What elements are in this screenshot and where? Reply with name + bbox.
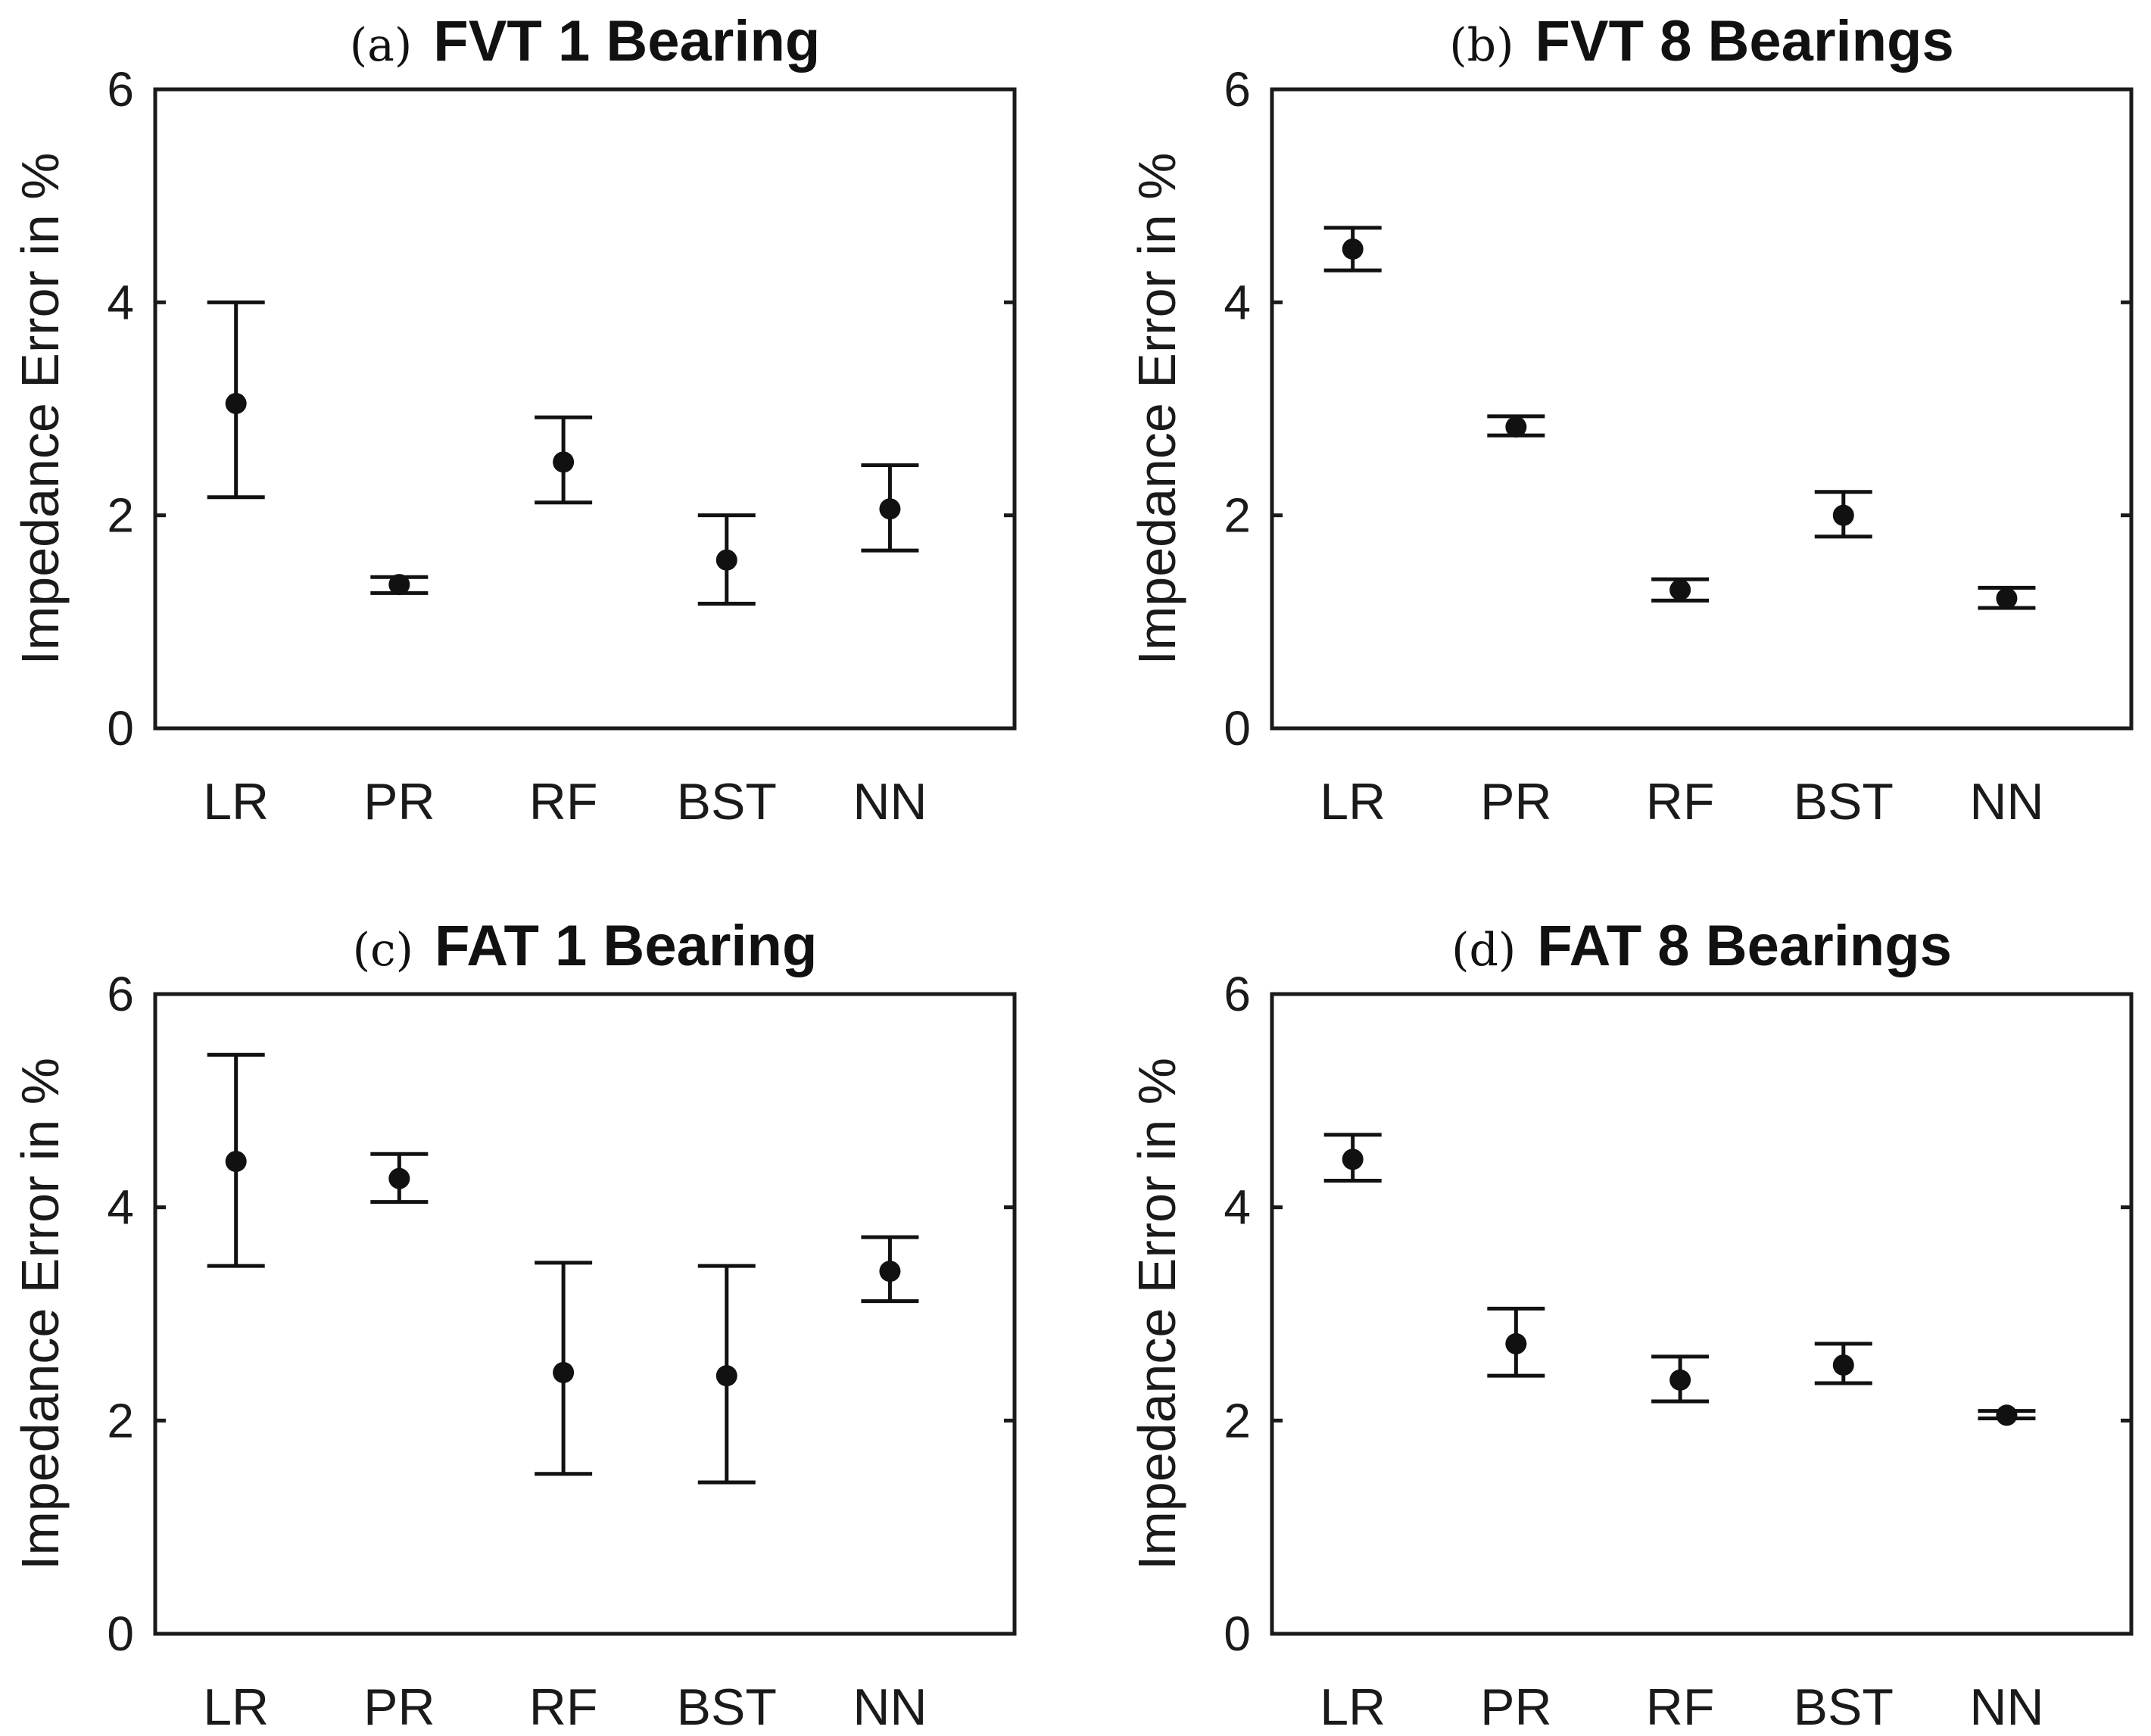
x-tick-label: PR bbox=[363, 773, 435, 831]
data-point bbox=[715, 1365, 737, 1387]
x-tick-label: NN bbox=[1969, 1678, 2043, 1736]
data-point bbox=[553, 451, 575, 473]
panel-title: (c) FAT 1 Bearing bbox=[353, 914, 818, 978]
plot-frame bbox=[1270, 992, 2134, 1636]
y-axis-label: Impedance Error in % bbox=[11, 153, 70, 665]
y-tick-label: 6 bbox=[1224, 62, 1251, 117]
plot-frame bbox=[153, 992, 1017, 1636]
x-tick-label: NN bbox=[853, 773, 927, 831]
y-tick-label: 2 bbox=[1224, 1393, 1251, 1448]
y-axis-label: Impedance Error in % bbox=[1127, 153, 1186, 665]
y-tick-label: 2 bbox=[107, 488, 134, 543]
y-axis-label: Impedance Error in % bbox=[11, 1058, 70, 1570]
x-tick-label: NN bbox=[853, 1678, 927, 1736]
data-point bbox=[1342, 1149, 1364, 1170]
y-tick-label: 2 bbox=[107, 1393, 134, 1448]
data-point bbox=[1505, 416, 1527, 438]
x-tick-label: BST bbox=[677, 1678, 777, 1736]
data-point bbox=[715, 549, 737, 571]
panel-b: 0 2 4 6 Impedance Error in % (b) FVT 8 Bearing… bbox=[1127, 9, 2134, 831]
data-point bbox=[1505, 1332, 1527, 1354]
x-tick-label: NN bbox=[1969, 773, 2043, 831]
panel-c: 0 2 4 6 Impedance Error in % (c) FAT 1 Bearing… bbox=[11, 914, 1017, 1736]
x-tick-label: LR bbox=[203, 1678, 269, 1736]
y-tick-label: 0 bbox=[107, 1607, 134, 1661]
panel-title: (a) FVT 1 Bearing bbox=[350, 9, 821, 73]
data-point bbox=[225, 1151, 247, 1173]
y-tick-label: 6 bbox=[107, 62, 134, 117]
x-tick-label: PR bbox=[363, 1678, 435, 1736]
plot-frame bbox=[1270, 87, 2134, 731]
panel-title-text: FVT 8 Bearings bbox=[1535, 9, 1953, 73]
data-point bbox=[1996, 1404, 2018, 1426]
x-tick-label: BST bbox=[677, 773, 777, 831]
panel-title-text: FAT 8 Bearings bbox=[1537, 914, 1952, 978]
x-tick-label: BST bbox=[1794, 1678, 1894, 1736]
y-tick-label: 2 bbox=[1224, 488, 1251, 543]
panel-title-text: FAT 1 Bearing bbox=[435, 914, 817, 978]
x-tick-label: PR bbox=[1480, 1678, 1551, 1736]
data-point bbox=[879, 1261, 901, 1283]
x-tick-label: RF bbox=[529, 773, 598, 831]
panel-d: 0 2 4 6 Impedance Error in % (d) FAT 8 Bearing… bbox=[1127, 914, 2134, 1736]
data-point bbox=[1996, 587, 2018, 609]
data-point bbox=[1832, 504, 1854, 526]
y-tick-label: 6 bbox=[1224, 967, 1251, 1021]
y-tick-label: 4 bbox=[1224, 275, 1251, 329]
data-point bbox=[225, 392, 247, 414]
x-tick-label: LR bbox=[1320, 1678, 1386, 1736]
data-point bbox=[1342, 238, 1364, 260]
panel-label: (a) bbox=[350, 19, 413, 72]
y-tick-label: 0 bbox=[107, 701, 134, 756]
plot-frame bbox=[153, 87, 1017, 731]
data-point bbox=[388, 574, 410, 596]
panel-label: (c) bbox=[353, 924, 413, 977]
data-point bbox=[1669, 1369, 1691, 1391]
panel-title-text: FVT 1 Bearing bbox=[433, 9, 820, 73]
x-tick-label: LR bbox=[1320, 773, 1386, 831]
x-tick-label: RF bbox=[529, 1678, 598, 1736]
data-point bbox=[1669, 579, 1691, 601]
x-tick-label: LR bbox=[203, 773, 269, 831]
data-point bbox=[388, 1167, 410, 1189]
y-tick-label: 0 bbox=[1224, 1607, 1251, 1661]
panel-title: (b) FVT 8 Bearings bbox=[1449, 9, 1954, 73]
y-tick-label: 4 bbox=[107, 1180, 134, 1235]
x-tick-label: RF bbox=[1646, 773, 1715, 831]
data-point bbox=[1832, 1354, 1854, 1376]
panel-title: (d) FAT 8 Bearings bbox=[1451, 914, 1952, 978]
x-tick-label: PR bbox=[1480, 773, 1551, 831]
panel-label: (b) bbox=[1449, 19, 1513, 72]
x-tick-label: BST bbox=[1794, 773, 1894, 831]
data-point bbox=[879, 498, 901, 520]
panel-a: 0 2 4 6 Impedance Error in % (a) FVT 1 Bearing… bbox=[11, 9, 1017, 831]
y-tick-label: 6 bbox=[107, 967, 134, 1021]
y-tick-label: 4 bbox=[107, 275, 134, 329]
x-tick-label: RF bbox=[1646, 1678, 1715, 1736]
y-tick-label: 0 bbox=[1224, 701, 1251, 756]
data-point bbox=[553, 1361, 575, 1383]
panel-label: (d) bbox=[1451, 924, 1516, 977]
y-tick-label: 4 bbox=[1224, 1180, 1251, 1235]
y-axis-label: Impedance Error in % bbox=[1127, 1058, 1186, 1570]
